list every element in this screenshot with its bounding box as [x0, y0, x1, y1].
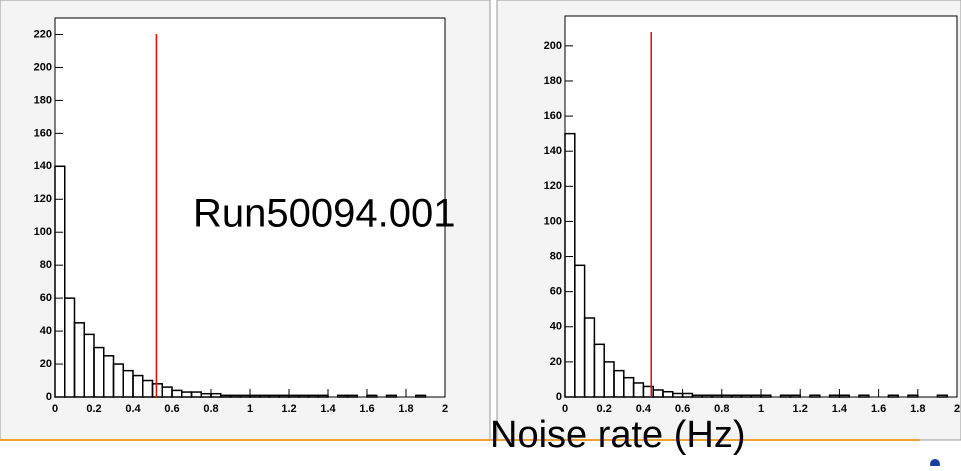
y-tick-label: 120 [34, 193, 52, 205]
x-tick-label: 2 [954, 403, 960, 415]
y-tick-label: 200 [544, 40, 562, 52]
x-tick-label: 0.2 [86, 403, 101, 415]
x-tick-label: 1.4 [320, 403, 336, 415]
histogram-bar [907, 394, 919, 398]
histogram-bar [54, 165, 66, 398]
y-tick-label: 140 [34, 160, 52, 172]
x-tick-label: 1 [247, 403, 253, 415]
y-tick-label: 180 [544, 75, 562, 87]
x-tick-label: 1.6 [871, 403, 886, 415]
plot-area [564, 15, 958, 398]
histogram-bar [415, 394, 427, 398]
x-tick-label: 0.8 [203, 403, 218, 415]
x-tick-label: 0.4 [636, 403, 652, 415]
x-tick-label: 0.8 [714, 403, 729, 415]
histogram-bar [858, 394, 870, 398]
y-tick-label: 20 [550, 356, 562, 368]
y-tick-label: 60 [40, 292, 52, 304]
x-tick-label: 0.6 [675, 403, 690, 415]
histogram-bar [936, 394, 948, 398]
y-tick-label: 80 [40, 259, 52, 271]
histogram-bar [346, 394, 358, 398]
x-tick-label: 1 [758, 403, 764, 415]
histogram-bar [317, 394, 329, 398]
x-tick-label: 2 [442, 403, 448, 415]
y-tick-label: 200 [34, 61, 52, 73]
y-tick-label: 160 [544, 110, 562, 122]
y-tick-label: 100 [34, 226, 52, 238]
y-tick-label: 0 [46, 391, 52, 403]
y-tick-label: 140 [544, 145, 562, 157]
y-tick-label: 180 [34, 94, 52, 106]
y-tick-label: 0 [556, 391, 562, 403]
y-tick-label: 40 [40, 325, 52, 337]
histogram-bar [809, 394, 821, 398]
y-tick-label: 20 [40, 358, 52, 370]
histogram-bar [366, 394, 378, 398]
y-tick-label: 160 [34, 127, 52, 139]
y-tick-label: 80 [550, 250, 562, 262]
x-tick-label: 0.4 [125, 403, 141, 415]
x-axis-label: Noise rate (Hz) [490, 414, 746, 456]
run-label: Run50094.001 [193, 192, 455, 236]
x-tick-label: 1.8 [910, 403, 925, 415]
x-tick-label: 1.8 [398, 403, 413, 415]
histogram-bar [760, 394, 772, 398]
x-tick-label: 0 [562, 403, 568, 415]
x-tick-label: 1.6 [359, 403, 374, 415]
x-tick-label: 0 [52, 403, 58, 415]
histogram-bar [838, 394, 850, 398]
histogram-bar [887, 394, 899, 398]
x-tick-label: 0.6 [164, 403, 179, 415]
x-tick-label: 0.2 [597, 403, 612, 415]
y-tick-label: 100 [544, 215, 562, 227]
y-tick-label: 220 [34, 28, 52, 40]
histogram-bar [385, 394, 397, 398]
y-tick-label: 40 [550, 321, 562, 333]
bullet-dot [930, 459, 940, 469]
y-tick-label: 60 [550, 286, 562, 298]
x-tick-label: 1.4 [832, 403, 848, 415]
y-tick-label: 120 [544, 180, 562, 192]
x-tick-label: 1.2 [281, 403, 296, 415]
x-tick-label: 1.2 [793, 403, 808, 415]
histogram-bar [789, 394, 801, 398]
